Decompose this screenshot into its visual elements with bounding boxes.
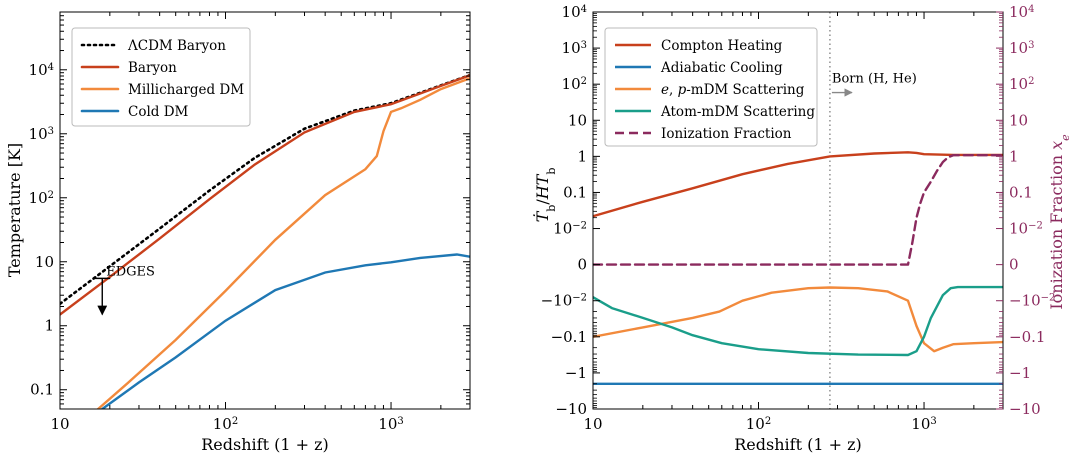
right-y-tick-label: 10−2 [553, 220, 587, 238]
right-x-axis-label: Redshift (1 + z) [734, 435, 862, 454]
left-series-line-0 [60, 73, 470, 306]
left-legend-label-1: Baryon [128, 60, 177, 76]
right-chart: 10 102 1031041031021010.110−20−10−2−0.1−1−… [532, 3, 1072, 454]
right-y-tick-label: 0.1 [563, 183, 587, 201]
right-y2-tick-label: 102 [1009, 75, 1034, 93]
left-x-axis-label: Redshift (1 + z) [201, 435, 329, 454]
left-y-tick-label: 104 [29, 61, 54, 79]
right-y2-tick-label: −0.1 [1009, 328, 1045, 346]
right-legend-label-0: Compton Heating [661, 38, 783, 54]
born-label: Born (H, He) [832, 72, 917, 87]
left-x-tick-label: 102 [213, 415, 238, 433]
right-y2-tick-label: 0 [1009, 256, 1019, 274]
left-legend: ΛCDM Baryon Baryon Millicharged DM Cold DM [71, 27, 251, 127]
left-y-tick-label: 103 [29, 125, 54, 143]
left-legend-label-0: ΛCDM Baryon [127, 38, 226, 54]
right-legend-box [604, 27, 818, 147]
right-y2-tick-label: 0.1 [1009, 183, 1033, 201]
right-series-layer [593, 12, 1003, 409]
right-y-tick-label: 1 [577, 147, 587, 165]
left-x-tick-label: 103 [378, 415, 403, 433]
right-y2-tick-label: 104 [1009, 3, 1034, 21]
right-y2-tick-label: 10 [1009, 111, 1028, 129]
right-x-tick-label: 103 [911, 415, 936, 433]
left-plot-frame [59, 11, 471, 410]
left-legend-label-3: Cold DM [128, 104, 189, 120]
right-y-tick-label: 102 [562, 75, 587, 93]
right-y-tick-label: −10−2 [541, 292, 587, 310]
right-y-tick-label: −10 [555, 400, 587, 418]
left-series-line-1 [60, 74, 470, 316]
right-series-line-2 [593, 286, 1003, 353]
left-x-tick-label: 10 [50, 415, 69, 433]
right-y-tick-label: 10 [568, 111, 587, 129]
right-y-tick-label: −0.1 [551, 328, 587, 346]
right-annotation-layer: Born (H, He) [831, 72, 917, 97]
edges-label: EDGES [106, 264, 155, 279]
right-legend-label-4: Ionization Fraction [661, 126, 792, 142]
left-series-layer [60, 73, 470, 409]
left-y-tick-label: 10 [35, 253, 54, 271]
right-plot-frame [592, 11, 1004, 410]
right-y2-axis-label: Ionization Fraction xe [1047, 134, 1072, 310]
left-y-tick-label: 0.1 [30, 381, 54, 399]
right-y-axis-label: Ṫb/HTb [532, 168, 558, 223]
right-ticks-layer: 10 102 1031041031021010.110−20−10−2−0.1−1−… [541, 3, 1056, 433]
right-y2-tick-label: −10−2 [1009, 292, 1055, 310]
left-legend-label-2: Millicharged DM [128, 82, 244, 98]
right-series-line-3 [593, 285, 1003, 357]
right-series-line-0 [593, 151, 1003, 218]
right-y-tick-label: 0 [577, 256, 587, 274]
right-y2-tick-label: −1 [1009, 364, 1031, 382]
right-x-tick-label: 10 [583, 415, 602, 433]
left-annotation-layer: EDGES [94, 264, 155, 316]
left-legend-box [71, 27, 251, 127]
left-y-tick-label: 102 [29, 189, 54, 207]
left-y-tick-label: 1 [44, 317, 54, 335]
right-y-tick-label: 104 [562, 3, 587, 21]
right-y2-tick-label: 10−2 [1009, 220, 1043, 238]
right-y2-tick-label: 1 [1009, 147, 1019, 165]
left-series-line-2 [96, 77, 470, 409]
left-ticks-layer: 10 102 103 0.1 1 10 102 103 104 [29, 11, 471, 433]
right-y2-tick-label: 103 [1009, 39, 1034, 57]
left-y-axis-label: Temperature [K] [5, 143, 24, 277]
right-y2-tick-label: −10 [1009, 400, 1041, 418]
right-legend: Compton Heating Adiabatic Cooling e, p-mDM… [604, 27, 818, 147]
left-series-line-3 [101, 253, 470, 409]
right-y-tick-label: −1 [565, 364, 587, 382]
right-legend-label-3: Atom-mDM Scattering [660, 104, 815, 120]
right-x-tick-label: 102 [746, 415, 771, 433]
left-chart: 10 102 103 0.1 1 10 102 103 104 EDGES ΛCDM Baryo… [5, 11, 471, 454]
right-legend-label-2: e, p-mDM Scattering [661, 82, 805, 98]
right-series-line-4 [593, 154, 1003, 266]
right-legend-label-1: Adiabatic Cooling [660, 60, 783, 76]
right-y-tick-label: 103 [562, 39, 587, 57]
